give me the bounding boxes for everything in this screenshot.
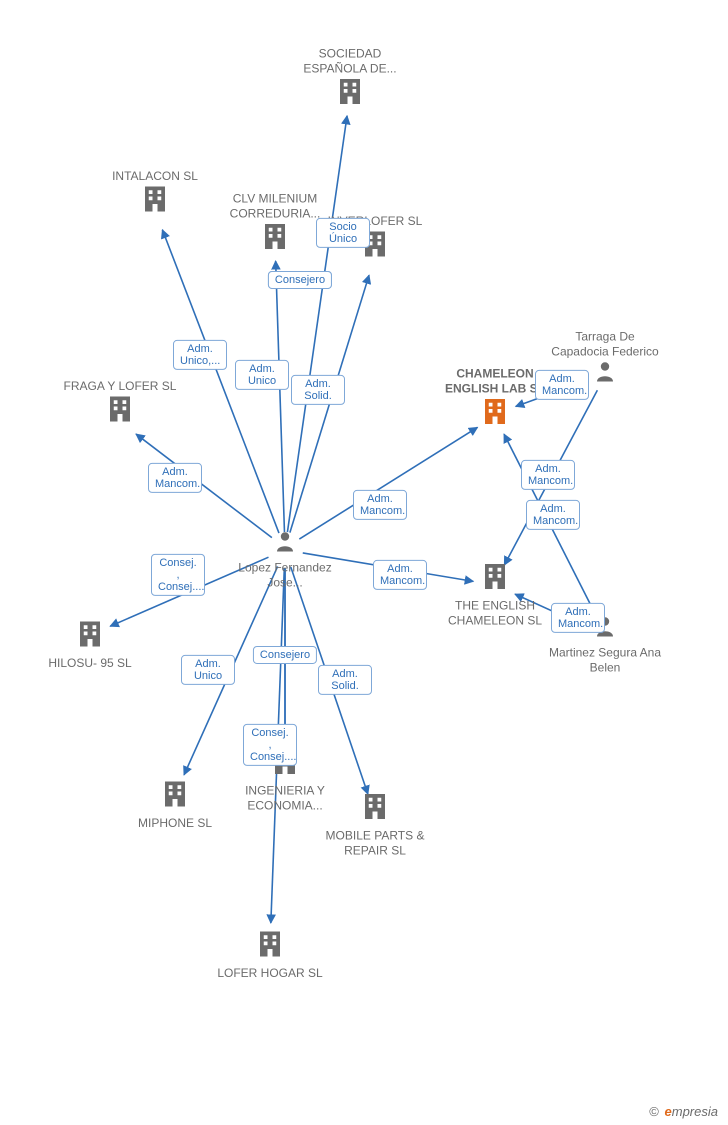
person-icon	[593, 360, 617, 388]
edge-label: Adm. Mancom.	[551, 603, 605, 633]
node-lopez[interactable]: Lopez Fernandez Jose...	[225, 530, 345, 591]
node-label: LOFER HOGAR SL	[210, 966, 330, 981]
node-miphone[interactable]: MIPHONE SL	[115, 779, 235, 831]
building-icon	[160, 779, 190, 813]
edge-label: Consej. , Consej....	[243, 724, 297, 766]
building-icon	[480, 562, 510, 596]
building-icon	[480, 397, 510, 431]
building-icon	[105, 394, 135, 428]
edge-label: Adm. Mancom.	[373, 560, 427, 590]
edge-label: Consejero	[253, 646, 317, 664]
edge-label: Consejero	[268, 271, 332, 289]
edge-label: Consej. , Consej....	[151, 554, 205, 596]
building-icon	[140, 184, 170, 218]
edge-label: Adm. Unico,...	[173, 340, 227, 370]
building-icon	[255, 929, 285, 963]
edge-label: Adm. Mancom.	[353, 490, 407, 520]
edge-label: Adm. Solid.	[291, 375, 345, 405]
building-icon	[335, 77, 365, 111]
node-label: INTALACON SL	[95, 169, 215, 184]
brand-rest: mpresia	[672, 1104, 718, 1119]
node-lofer[interactable]: LOFER HOGAR SL	[210, 929, 330, 981]
building-icon	[360, 792, 390, 826]
node-mobile[interactable]: MOBILE PARTS & REPAIR SL	[315, 792, 435, 859]
copyright-symbol: ©	[649, 1104, 659, 1119]
node-label: MIPHONE SL	[115, 816, 235, 831]
edge-label: Adm. Unico	[181, 655, 235, 685]
person-icon	[273, 530, 297, 558]
node-label: Martinez Segura Ana Belen	[545, 646, 665, 676]
edge-label: Adm. Solid.	[318, 665, 372, 695]
node-label: FRAGA Y LOFER SL	[60, 379, 180, 394]
node-fraga[interactable]: FRAGA Y LOFER SL	[60, 379, 180, 431]
edge-lopez-clv	[276, 261, 285, 532]
edge-label: Adm. Mancom.	[521, 460, 575, 490]
building-icon	[260, 222, 290, 256]
node-label: MOBILE PARTS & REPAIR SL	[315, 829, 435, 859]
node-label: Lopez Fernandez Jose...	[225, 561, 345, 591]
node-label: THE ENGLISH CHAMELEON SL	[435, 599, 555, 629]
brand-initial: e	[665, 1104, 672, 1119]
node-hilosu[interactable]: HILOSU- 95 SL	[30, 619, 150, 671]
node-sociedad[interactable]: SOCIEDAD ESPAÑOLA DE...	[290, 47, 410, 114]
building-icon	[75, 619, 105, 653]
edge-label: Socio Único	[316, 218, 370, 248]
node-english2[interactable]: THE ENGLISH CHAMELEON SL	[435, 562, 555, 629]
edge-label: Adm. Unico	[235, 360, 289, 390]
node-label: Tarraga De Capadocia Federico	[545, 330, 665, 360]
edge-label: Adm. Mancom.	[148, 463, 202, 493]
node-intalacon[interactable]: INTALACON SL	[95, 169, 215, 221]
edge-label: Adm. Mancom.	[535, 370, 589, 400]
edge-lopez-sociedad	[287, 116, 347, 532]
node-label: SOCIEDAD ESPAÑOLA DE...	[290, 47, 410, 77]
edge-lopez-chameleon	[299, 427, 477, 539]
node-label: HILOSU- 95 SL	[30, 656, 150, 671]
footer-attribution: © empresia	[649, 1104, 718, 1119]
edge-label: Adm. Mancom.	[526, 500, 580, 530]
